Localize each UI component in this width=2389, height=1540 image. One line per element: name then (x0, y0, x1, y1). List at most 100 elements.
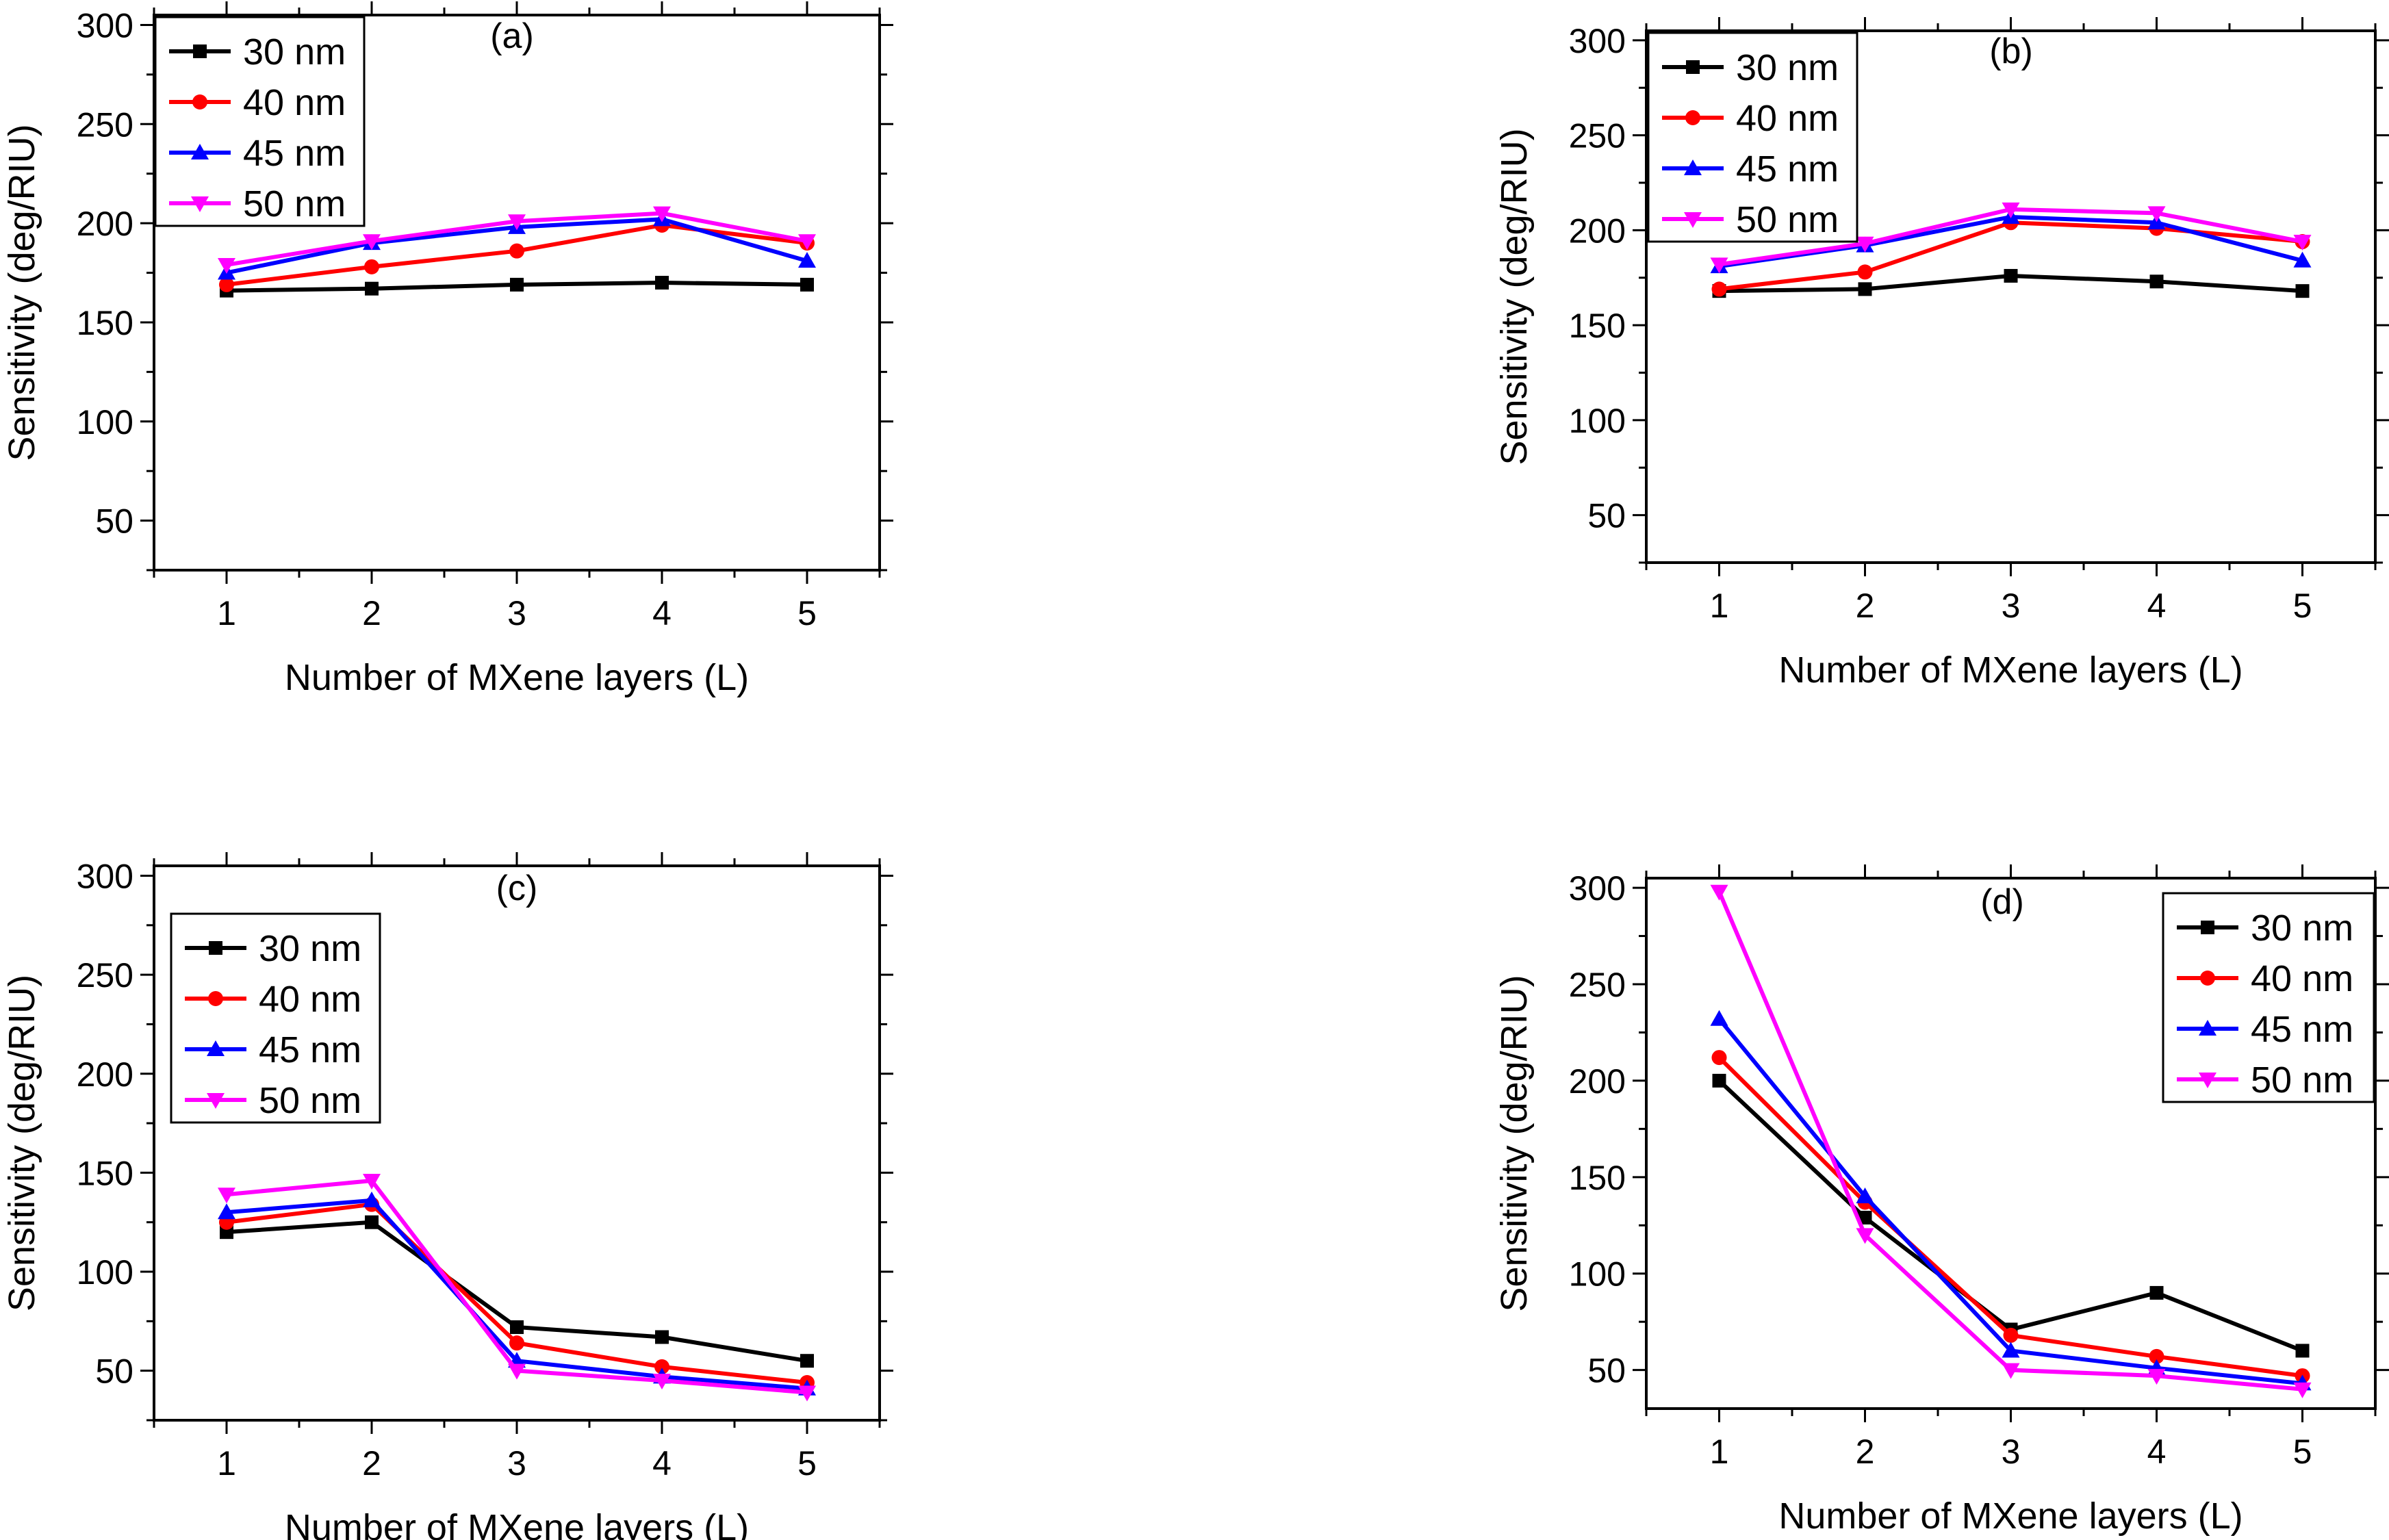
data-point (509, 243, 524, 259)
y-tick-label: 50 (1587, 1352, 1626, 1390)
chart-panel-1: 50 100 150 200 250 300 1 2 3 4 5 Number of MXene la… (1, 1, 893, 698)
y-axis-label: Sensitivity (deg/RIU) (1494, 128, 1535, 465)
data-point (1856, 1188, 1874, 1203)
data-point (364, 259, 379, 274)
legend-marker (1685, 110, 1700, 125)
data-point (653, 206, 671, 222)
legend-marker (2201, 921, 2214, 934)
data-point (1856, 1228, 1874, 1244)
y-tick-label: 100 (77, 1253, 133, 1292)
x-tick-label: 1 (1710, 587, 1729, 625)
x-tick-label: 2 (1856, 587, 1875, 625)
y-tick-label: 50 (95, 502, 133, 541)
x-tick-label: 1 (217, 594, 236, 632)
data-point (2147, 1369, 2166, 1385)
data-point (508, 1363, 526, 1380)
x-axis-label: Number of MXene layers (L) (1778, 650, 2243, 691)
y-tick-label: 150 (1569, 307, 1626, 345)
x-tick-label: 5 (2293, 1433, 2312, 1471)
legend-label: 50 nm (259, 1080, 361, 1121)
y-tick-label: 250 (1569, 117, 1626, 155)
legend-label: 40 nm (243, 82, 346, 123)
data-point (1856, 236, 1874, 253)
data-point (2293, 251, 2312, 268)
legend-label: 50 nm (243, 183, 346, 224)
legend-label: 50 nm (2251, 1060, 2353, 1101)
legend-marker (207, 1040, 225, 1056)
data-point (363, 1173, 381, 1190)
data-point (510, 1320, 524, 1335)
legend-marker (2199, 1020, 2216, 1036)
y-tick-label: 150 (1569, 1159, 1626, 1197)
x-tick-label: 3 (507, 1444, 526, 1483)
y-tick-label: 100 (77, 403, 133, 441)
legend-label: 40 nm (2251, 958, 2353, 999)
panel-label: (a) (490, 16, 534, 56)
data-point (1858, 282, 1872, 296)
data-point (2004, 268, 2018, 283)
legend-label: 30 nm (2251, 908, 2353, 949)
legend-marker (2200, 971, 2215, 986)
data-point (2002, 1342, 2020, 1358)
data-point (218, 1203, 235, 1220)
legend-label: 45 nm (243, 133, 346, 174)
x-axis-label: Number of MXene layers (L) (285, 1507, 749, 1540)
legend-marker (191, 144, 209, 159)
data-point (2295, 284, 2310, 298)
chart-panel-3: 50 100 150 200 250 300 1 2 3 4 5 Number of MXene la… (1, 852, 893, 1540)
legend-label: 30 nm (259, 928, 361, 969)
data-point (363, 1191, 381, 1207)
x-tick-label: 3 (2002, 1433, 2021, 1471)
y-tick-label: 50 (95, 1352, 133, 1391)
legend-label: 30 nm (243, 31, 346, 73)
data-point (1712, 1073, 1726, 1088)
data-point (218, 1188, 235, 1204)
legend-marker (209, 941, 222, 955)
data-point (510, 277, 524, 292)
y-tick-label: 200 (77, 205, 133, 243)
data-point (653, 1374, 671, 1390)
y-tick-label: 100 (1569, 1255, 1626, 1294)
chart-panel-4: 50 100 150 200 250 300 1 2 3 4 5 Number of MXene la… (1494, 864, 2389, 1537)
x-tick-label: 2 (362, 594, 381, 632)
legend-label: 45 nm (259, 1029, 361, 1070)
y-axis-label: Sensitivity (deg/RIU) (1, 124, 42, 461)
legend-marker (1684, 212, 1702, 228)
x-tick-label: 3 (2002, 587, 2021, 625)
data-point (2293, 1382, 2312, 1398)
legend-marker (208, 991, 223, 1006)
panel-label: (c) (496, 869, 538, 908)
legend-label: 30 nm (1736, 47, 1839, 88)
data-point (365, 281, 379, 296)
x-tick-label: 1 (1710, 1433, 1729, 1471)
y-tick-label: 250 (1569, 966, 1626, 1004)
data-point (2293, 235, 2312, 251)
x-tick-label: 2 (1856, 1433, 1875, 1471)
x-tick-label: 3 (507, 594, 526, 632)
data-point (218, 257, 235, 274)
data-point (798, 234, 816, 251)
data-point (219, 277, 234, 292)
data-point (655, 1330, 669, 1344)
legend-marker (193, 44, 207, 58)
data-point (2149, 274, 2164, 289)
y-tick-label: 250 (77, 105, 133, 144)
y-tick-label: 300 (1569, 869, 1626, 908)
legend-label: 40 nm (1736, 98, 1839, 139)
y-tick-label: 300 (77, 857, 133, 895)
data-point (2295, 1344, 2310, 1358)
legend-marker (207, 1093, 225, 1109)
legend-label: 45 nm (1736, 149, 1839, 190)
x-tick-label: 5 (2293, 587, 2312, 625)
x-tick-label: 4 (652, 594, 672, 632)
data-point (2149, 1285, 2164, 1300)
y-tick-label: 150 (77, 304, 133, 342)
data-point (655, 276, 669, 290)
data-point (800, 1354, 814, 1368)
data-point (2149, 1348, 2164, 1364)
data-point (1711, 1050, 1727, 1066)
data-point (365, 1215, 379, 1229)
x-tick-label: 1 (217, 1444, 236, 1483)
legend-marker (1684, 159, 1702, 175)
